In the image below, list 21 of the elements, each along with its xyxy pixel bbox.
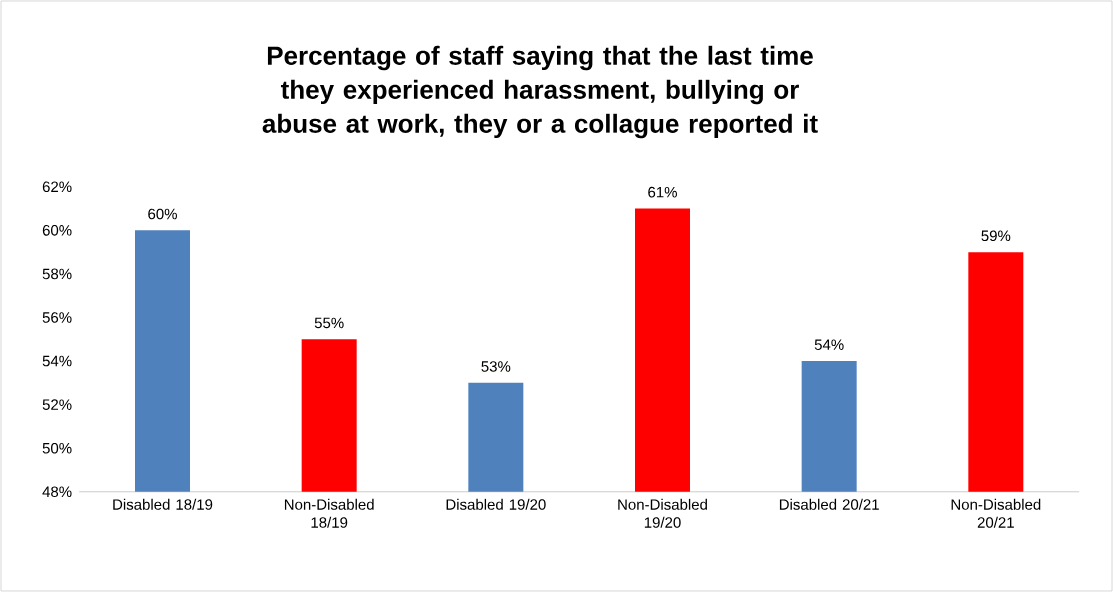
data-label: 54%	[814, 339, 844, 350]
y-tick-label: 60%	[42, 225, 72, 236]
y-tick-label: 52%	[42, 399, 72, 410]
y-tick-label: 48%	[42, 486, 72, 498]
data-label: 53%	[481, 361, 511, 372]
x-tick-label: Disabled 18/19	[113, 498, 213, 510]
chart-title: Percentage of staff saying that the last time they experienced harassment, bullying or abuse at work, they or a collague reported it	[262, 45, 818, 139]
y-tick-label: 50%	[42, 442, 72, 454]
y-tick-label: 54%	[42, 355, 72, 367]
data-label: 59%	[981, 230, 1011, 242]
data-label: 60%	[148, 208, 177, 220]
x-tick-label: Disabled 19/20	[446, 498, 546, 510]
x-tick-label: Non-Disabled 18/19	[284, 498, 374, 528]
data-label: 61%	[648, 186, 677, 198]
data-label: 55%	[314, 317, 344, 329]
x-tick-label: Non-Disabled 20/21	[951, 498, 1041, 528]
x-tick-label: Non-Disabled 19/20	[618, 498, 707, 528]
y-tick-label: 62%	[42, 181, 72, 193]
x-tick-label: Disabled 20/21	[779, 498, 879, 510]
y-tick-label: 58%	[42, 268, 72, 280]
y-tick-label: 56%	[42, 312, 72, 323]
